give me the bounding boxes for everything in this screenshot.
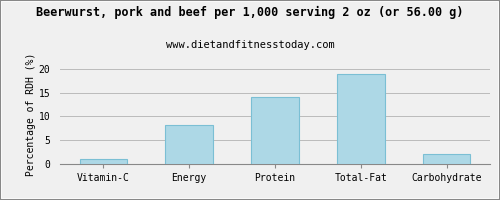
Text: Beerwurst, pork and beef per 1,000 serving 2 oz (or 56.00 g): Beerwurst, pork and beef per 1,000 servi… (36, 6, 464, 19)
Bar (423, 154, 470, 164)
Text: www.dietandfitnesstoday.com: www.dietandfitnesstoday.com (166, 40, 334, 50)
Bar (252, 97, 298, 164)
Bar (80, 159, 127, 164)
Bar (166, 125, 212, 164)
Y-axis label: Percentage of RDH (%): Percentage of RDH (%) (26, 52, 36, 176)
Bar (338, 74, 384, 164)
